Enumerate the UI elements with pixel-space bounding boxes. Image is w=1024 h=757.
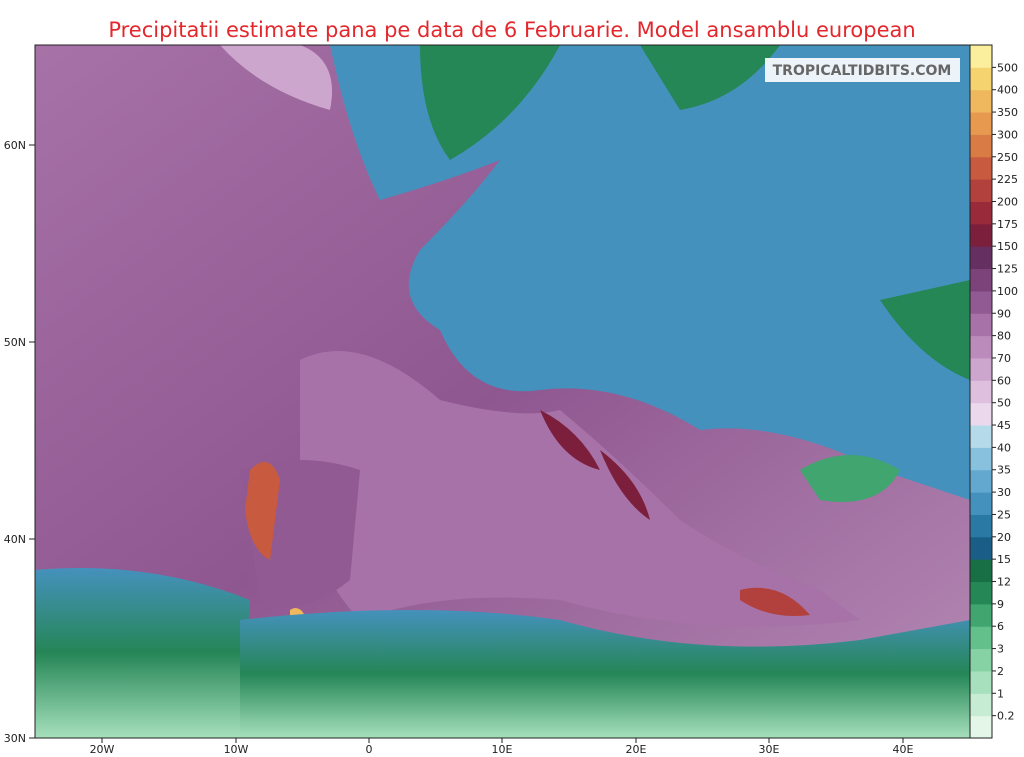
colorbar-label: 60	[997, 374, 1011, 387]
colorbar-label: 0.2	[997, 710, 1015, 723]
colorbar-label: 250	[997, 151, 1018, 164]
central-europe	[330, 45, 970, 500]
colorbar-swatch	[970, 268, 992, 292]
lon-label: 20E	[626, 743, 647, 756]
lon-label: 30E	[759, 743, 780, 756]
colorbar-swatch	[970, 313, 992, 337]
lon-label: 40E	[893, 743, 914, 756]
colorbar-label: 70	[997, 352, 1011, 365]
colorbar-swatch	[970, 603, 992, 627]
colorbar-label: 3	[997, 643, 1004, 656]
colorbar-label: 225	[997, 173, 1018, 186]
colorbar-label: 2	[997, 665, 1004, 678]
colorbar-swatch	[970, 715, 992, 739]
adriatic-max	[540, 410, 650, 520]
colorbar-swatch	[970, 380, 992, 404]
colorbar-label: 20	[997, 531, 1011, 544]
colorbar-label: 40	[997, 441, 1011, 454]
colorbar-label: 50	[997, 397, 1011, 410]
atlantic-south	[35, 568, 250, 738]
black-sea	[800, 455, 900, 502]
colorbar-swatch	[970, 67, 992, 91]
southern-europe	[300, 351, 860, 627]
colorbar-label: 80	[997, 330, 1011, 343]
colorbar-swatch	[970, 402, 992, 426]
portugal-max	[245, 462, 280, 560]
turkey-max	[740, 587, 810, 616]
colorbar-swatch	[970, 201, 992, 225]
colorbar-label: 25	[997, 508, 1011, 521]
lat-label: 60N	[4, 139, 26, 152]
colorbar-swatch	[970, 335, 992, 359]
map-area	[35, 45, 970, 738]
colorbar-label: 300	[997, 128, 1018, 141]
colorbar-swatch	[970, 290, 992, 314]
colorbar-swatch	[970, 134, 992, 158]
colorbar-label: 500	[997, 61, 1018, 74]
colorbar-swatch	[970, 45, 992, 68]
colorbar-swatch	[970, 179, 992, 202]
colorbar-swatch	[970, 492, 992, 515]
colorbar-label: 30	[997, 486, 1011, 499]
colorbar-swatch	[970, 693, 992, 717]
colorbar-swatch	[970, 246, 992, 270]
colorbar-label: 125	[997, 263, 1018, 276]
colorbar-label: 400	[997, 84, 1018, 97]
colorbar-swatch	[970, 648, 992, 672]
colorbar-label: 150	[997, 240, 1018, 253]
colorbar-label: 12	[997, 576, 1011, 589]
finland	[640, 45, 780, 110]
lon-label: 20W	[90, 743, 115, 756]
watermark-box: TROPICALTIDBITS.COM	[765, 58, 960, 82]
colorbar-swatch	[970, 112, 992, 135]
east-green	[880, 280, 970, 380]
north-atlantic	[35, 45, 332, 110]
colorbar-swatch	[970, 425, 992, 448]
colorbar-frame	[969, 44, 993, 739]
colorbar-label: 1	[997, 687, 1004, 700]
colorbar-label: 200	[997, 195, 1018, 208]
colorbar-swatch	[970, 357, 992, 381]
scandinavia	[420, 45, 560, 160]
lat-label: 30N	[4, 732, 26, 745]
colorbar-swatch	[970, 559, 992, 583]
colorbar-label: 35	[997, 464, 1011, 477]
colorbar-swatch	[970, 536, 992, 560]
axes: 30N 40N 50N 60N 20W 10W 0 10E 20E 30E 40E	[4, 139, 914, 756]
colorbar-label: 45	[997, 419, 1011, 432]
north-africa	[240, 610, 970, 738]
lat-label: 50N	[4, 336, 26, 349]
colorbar-label: 100	[997, 285, 1018, 298]
watermark: TROPICALTIDBITS.COM	[773, 63, 952, 79]
colorbar-label: 175	[997, 218, 1018, 231]
colorbar-swatch	[970, 89, 992, 113]
colorbar-label: 350	[997, 106, 1018, 119]
colorbar-swatch	[970, 670, 992, 694]
colorbar-swatch	[970, 156, 992, 180]
lon-label: 0	[366, 743, 373, 756]
colorbar-swatch	[970, 447, 992, 471]
colorbar-label: 9	[997, 598, 1004, 611]
colorbar-swatch	[970, 223, 992, 247]
colorbar: 0.21236912152025303540455060708090100125…	[969, 44, 1018, 739]
lat-label: 40N	[4, 533, 26, 546]
colorbar-label: 90	[997, 307, 1011, 320]
lon-label: 10E	[492, 743, 513, 756]
colorbar-label: 15	[997, 553, 1011, 566]
lon-label: 10W	[224, 743, 249, 756]
watermark-bg	[765, 58, 960, 82]
colorbar-swatch	[970, 514, 992, 538]
colorbar-swatch	[970, 581, 992, 605]
colorbar-swatch	[970, 469, 992, 493]
map-title: Precipitatii estimate pana pe data de 6 …	[108, 18, 915, 42]
colorbar-swatch	[970, 626, 992, 650]
colorbar-label: 6	[997, 620, 1004, 633]
